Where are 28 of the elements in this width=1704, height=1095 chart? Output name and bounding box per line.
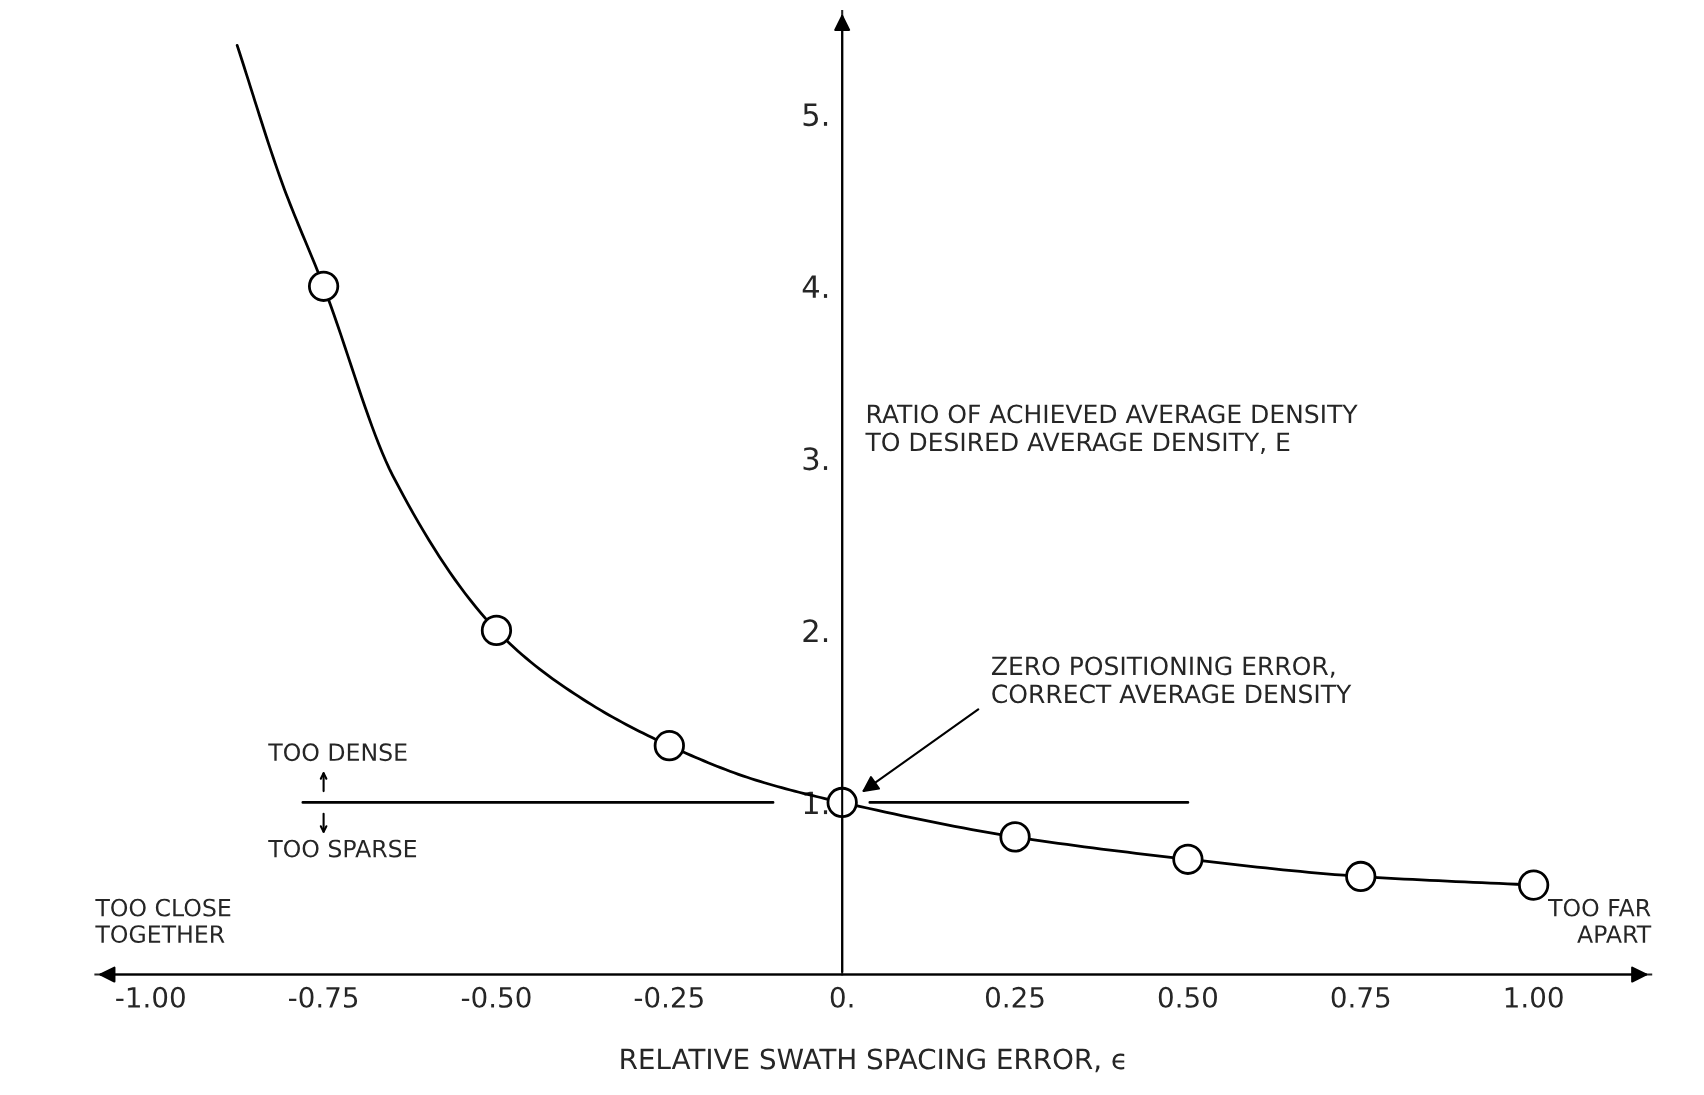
point [653, 730, 685, 762]
point [1172, 843, 1204, 875]
x-tick-label: -1.00 [116, 986, 185, 1008]
x-tick-label: 0.25 [985, 986, 1044, 1008]
y-tick-label: 5. [803, 103, 828, 127]
point [1518, 869, 1550, 901]
point [999, 821, 1031, 853]
x-tick-label: -0.50 [461, 986, 531, 1008]
y-tick-label: 3. [803, 447, 828, 471]
x-tick-label: 0.75 [1331, 986, 1390, 1008]
x-tick-label: -0.25 [634, 986, 703, 1008]
point [307, 270, 340, 302]
x-tick-label: 1.00 [1505, 986, 1563, 1008]
point [826, 786, 858, 819]
y-tick-label: 2. [803, 619, 828, 643]
x-tick-label: 0. [830, 986, 853, 1008]
annotation: TOO CLOSE TOGETHER [95, 898, 231, 943]
point [1345, 860, 1377, 893]
x-tick-label: -0.75 [289, 986, 358, 1008]
annotation: TOO SPARSE [268, 839, 417, 858]
annotation: ZERO POSITIONING ERROR, CORRECT AVERAGE DENSITY [991, 656, 1352, 704]
annotation: TOO DENSE [268, 743, 407, 762]
point [480, 614, 513, 647]
x-axis-title: RELATIVE SWATH SPACING ERROR, ϵ [621, 1048, 1125, 1073]
x-tick-label: 0.50 [1158, 986, 1217, 1008]
annotation: TOO FAR APART [1548, 898, 1652, 943]
y-axis-title: RATIO OF ACHIEVED AVERAGE DENSITY TO DESIRED AVERAGE DENSITY, E [865, 404, 1358, 454]
y-tick-label: 4. [802, 275, 828, 298]
